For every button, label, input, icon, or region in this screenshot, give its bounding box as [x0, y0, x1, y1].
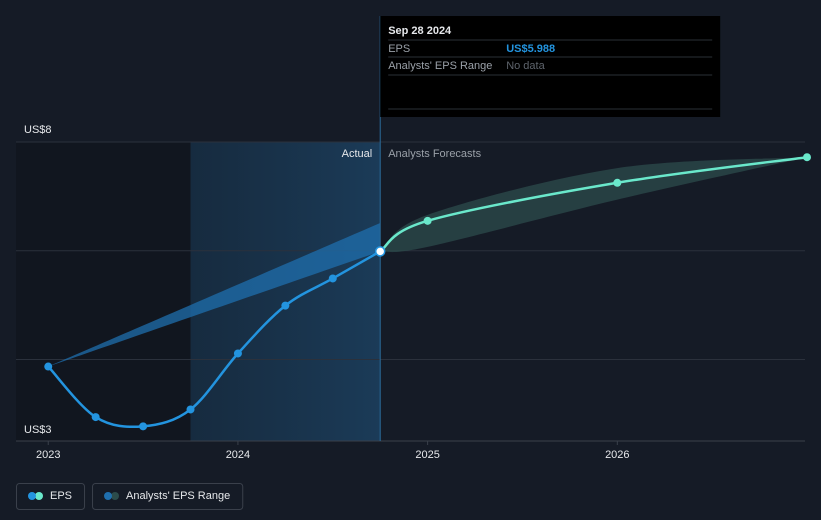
tooltip-date: Sep 28 2024 [388, 25, 452, 37]
hover-region [190, 142, 381, 441]
legend-swatch [35, 492, 43, 500]
eps-point [613, 178, 622, 187]
past-region [16, 142, 191, 441]
x-tick-label: 2023 [36, 449, 60, 461]
x-tick-label: 2024 [226, 449, 250, 461]
legend-button[interactable] [92, 483, 244, 510]
overlay: Actual Analysts Forecasts Sep 28 2024 EPS US… [16, 16, 721, 510]
eps-point [803, 153, 811, 162]
tooltip-label: EPS [388, 43, 410, 55]
eps-point [139, 422, 148, 431]
tooltip-box [380, 16, 721, 117]
legend-swatch [111, 492, 120, 500]
legend-label: Analysts' EPS Range [126, 490, 230, 502]
eps-point [186, 405, 195, 414]
eps-point [44, 362, 53, 371]
eps-line [379, 155, 808, 253]
legend-item[interactable]: Analysts' EPS Range [92, 483, 244, 510]
grid: US$8 US$3 2023 2024 2025 2026 [16, 124, 805, 461]
legend-item[interactable]: EPS [16, 483, 86, 510]
tooltip-value: US$5.988 [506, 43, 555, 55]
range-band [48, 223, 381, 367]
section-label-actual: Actual [342, 148, 373, 160]
x-tick-label: 2025 [415, 449, 439, 461]
range-band [380, 157, 807, 253]
eps-point [281, 301, 290, 310]
background [16, 142, 381, 441]
legend-swatch [104, 492, 113, 500]
eps-point [91, 413, 100, 422]
legend-swatch [28, 492, 36, 500]
legend-button[interactable] [16, 483, 86, 510]
eps-point [328, 274, 337, 283]
legend-label: EPS [50, 490, 72, 502]
marks [44, 16, 811, 441]
y-tick-label: US$3 [24, 424, 52, 436]
eps-point [423, 216, 432, 225]
tooltip-label: Analysts' EPS Range [388, 60, 492, 72]
tooltip-value: No data [506, 60, 545, 72]
eps-point [233, 349, 242, 358]
x-tick-label: 2026 [605, 449, 629, 461]
hover-point [374, 246, 386, 257]
y-tick-label: US$8 [24, 124, 52, 136]
section-label-forecast: Analysts Forecasts [388, 148, 481, 160]
